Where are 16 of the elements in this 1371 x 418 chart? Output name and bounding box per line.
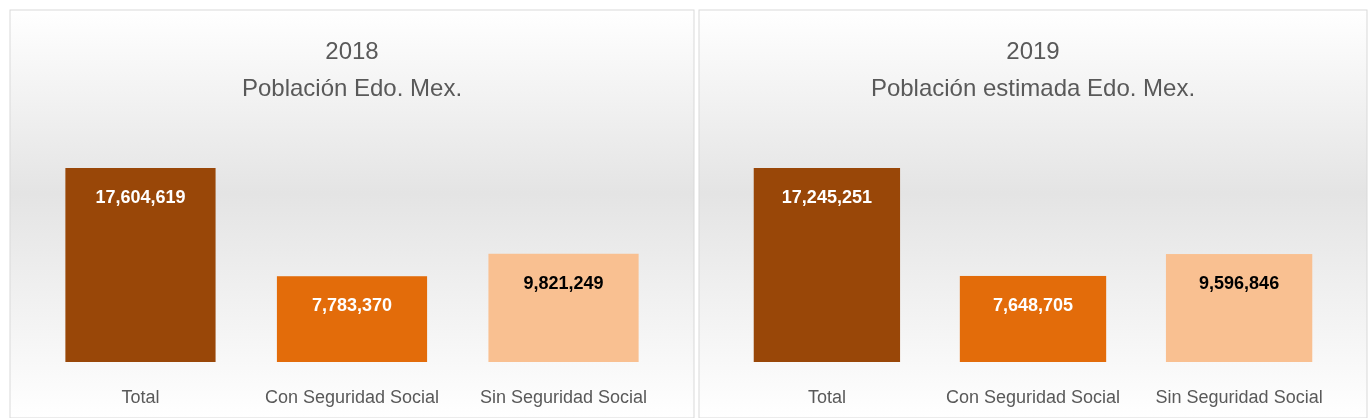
x-tick-label: Sin Seguridad Social <box>1155 387 1323 407</box>
data-label: 7,783,370 <box>311 295 393 316</box>
chart-title: 2019 <box>1006 37 1060 64</box>
x-tick-label: Total <box>121 387 160 407</box>
data-label: 17,604,619 <box>95 187 186 207</box>
data-label: 9,596,846 <box>1199 273 1280 294</box>
chart-title: 2018 <box>325 37 379 64</box>
x-tick-label: Total <box>807 387 846 407</box>
data-label: 7,648,705 <box>992 294 1074 315</box>
chart-subtitle: Población estimada Edo. Mex. <box>870 74 1196 101</box>
x-tick-label: Con Seguridad Social <box>264 387 440 407</box>
data-label: 9,821,249 <box>523 272 604 293</box>
x-tick-label: Sin Seguridad Social <box>479 387 648 407</box>
chart-subtitle: Población Edo. Mex. <box>241 74 463 101</box>
x-tick-label: Con Seguridad Social <box>945 387 1121 407</box>
data-label: 17,245,251 <box>781 187 872 207</box>
